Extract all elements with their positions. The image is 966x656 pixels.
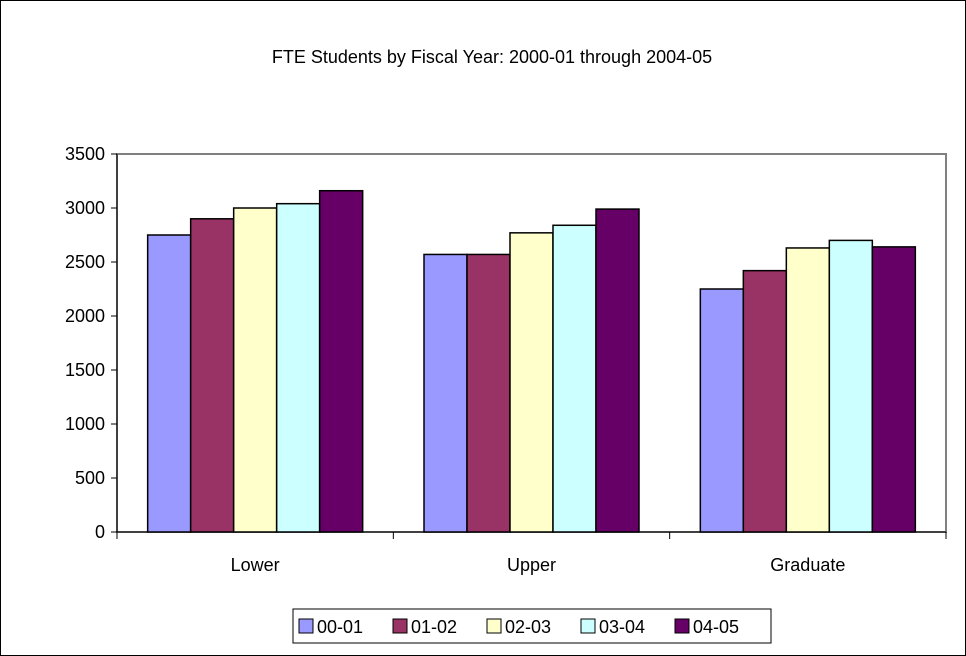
x-category-label-upper: Upper xyxy=(507,555,556,575)
bar-upper-03-04 xyxy=(552,224,597,533)
legend-label-01-02: 01-02 xyxy=(411,617,457,637)
y-tick-label: 3000 xyxy=(65,198,105,218)
legend-label-03-04: 03-04 xyxy=(599,617,645,637)
y-tick-label: 2000 xyxy=(65,306,105,326)
bar-graduate-02-03 xyxy=(785,247,831,533)
legend-swatch-01-02 xyxy=(392,618,408,634)
bar-lower-04-05 xyxy=(318,189,364,533)
bar-graduate-03-04 xyxy=(828,239,874,533)
y-tick-label: 500 xyxy=(75,468,105,488)
legend-swatch-03-04 xyxy=(580,618,596,634)
legend-label-02-03: 02-03 xyxy=(505,617,551,637)
legend-label-00-01: 00-01 xyxy=(317,617,363,637)
bar-lower-01-02 xyxy=(189,218,235,533)
bar-graduate-04-05 xyxy=(871,246,917,533)
y-tick-label: 1500 xyxy=(65,360,105,380)
legend-swatch-00-01 xyxy=(298,618,314,634)
bar-lower-03-04 xyxy=(275,202,321,533)
legend-box xyxy=(292,608,772,644)
x-category-label-lower: Lower xyxy=(231,555,280,575)
bar-lower-02-03 xyxy=(232,207,278,533)
bar-upper-04-05 xyxy=(595,208,640,533)
legend-swatch-02-03 xyxy=(486,618,502,634)
bar-lower-00-01 xyxy=(146,234,192,533)
y-tick-label: 2500 xyxy=(65,252,105,272)
x-category-label-graduate: Graduate xyxy=(770,555,845,575)
bar-upper-00-01 xyxy=(423,253,468,533)
y-tick-label: 0 xyxy=(95,522,105,542)
legend: 00-01 01-02 02-03 03-04 04-05 xyxy=(292,608,772,644)
bar-graduate-00-01 xyxy=(699,288,745,533)
bar-upper-02-03 xyxy=(509,232,554,533)
y-tick-label: 1000 xyxy=(65,414,105,434)
bars-layer xyxy=(146,189,917,533)
bar-graduate-01-02 xyxy=(742,269,788,533)
y-tick-label: 3500 xyxy=(65,144,105,164)
chart-title: FTE Students by Fiscal Year: 2000-01 thr… xyxy=(272,47,712,67)
axes-layer: 0 500 1000 1500 2000 2500 3000 3500 Lower Upper Gr… xyxy=(65,144,947,575)
legend-swatch-04-05 xyxy=(674,618,690,634)
legend-label-04-05: 04-05 xyxy=(693,617,739,637)
bar-upper-01-02 xyxy=(466,253,511,533)
